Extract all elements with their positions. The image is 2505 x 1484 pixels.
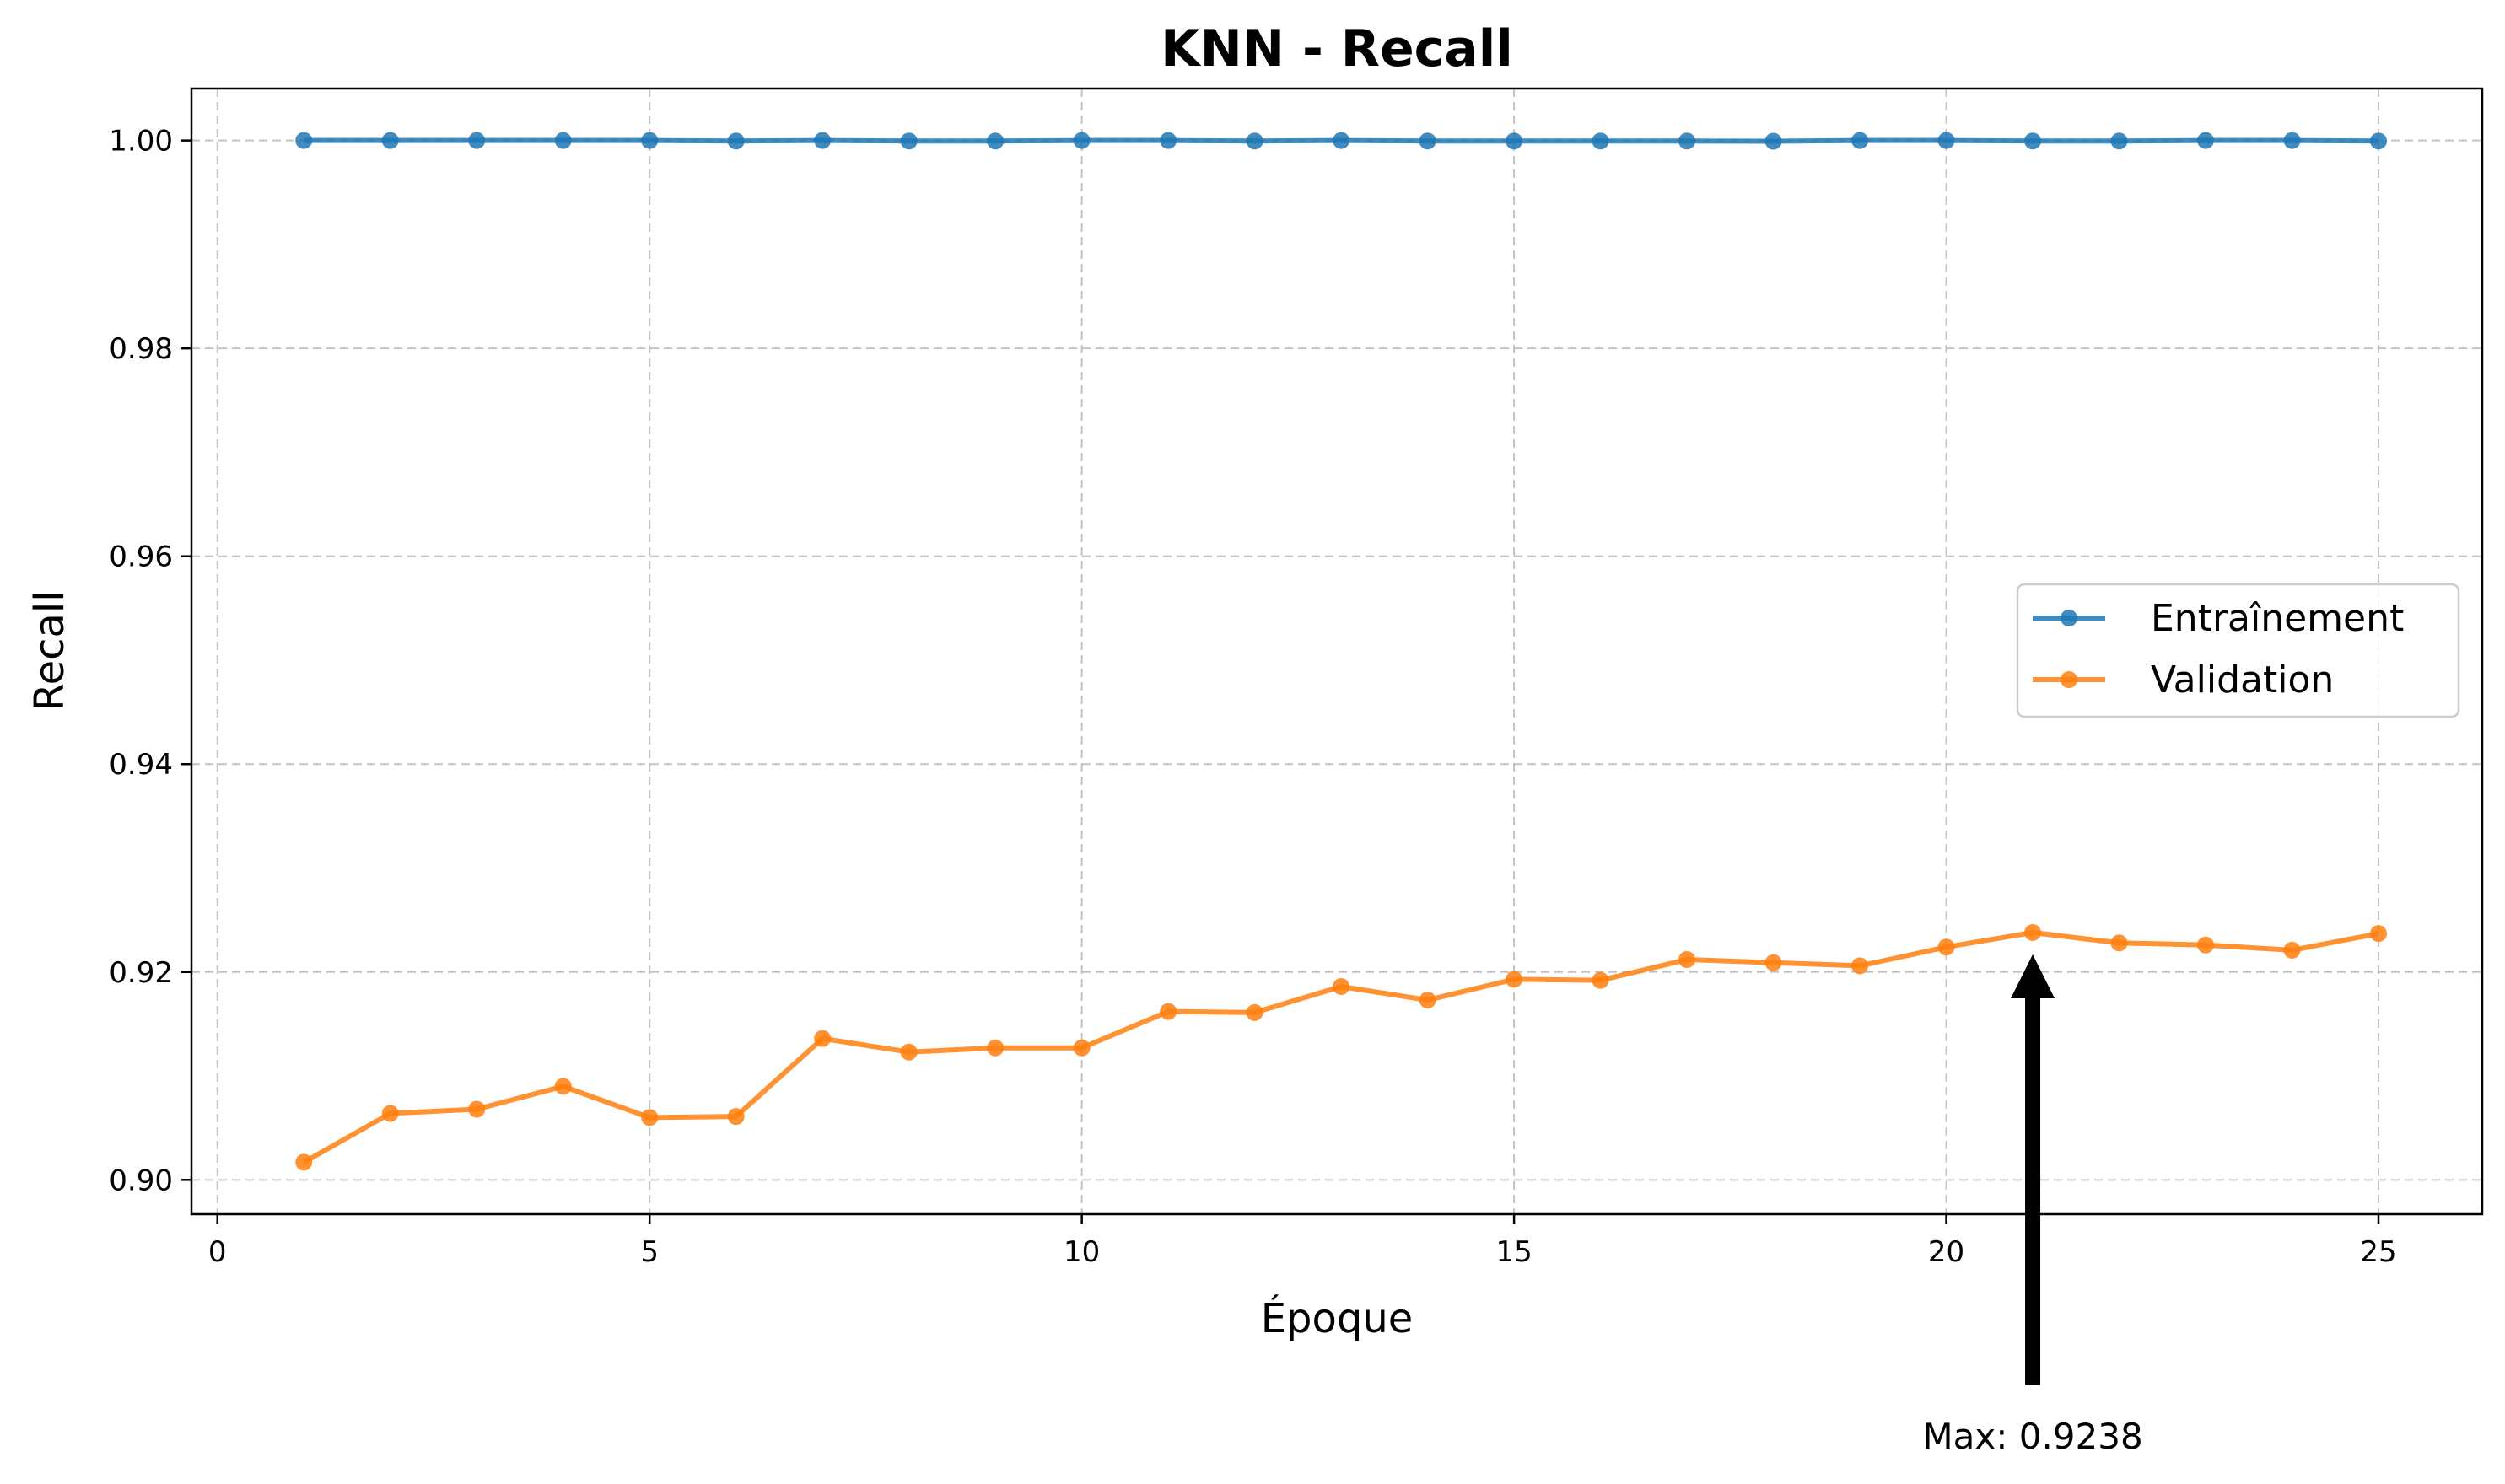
data-point [1506, 971, 1523, 988]
data-point [1678, 132, 1696, 150]
data-point [2370, 132, 2388, 150]
data-point [641, 1109, 659, 1126]
x-tick-label: 15 [1495, 1235, 1532, 1269]
max-annotation: Max: 0.9238 [1922, 954, 2143, 1457]
y-tick-label: 1.00 [109, 125, 173, 159]
data-point [1764, 954, 1782, 971]
y-tick-label: 0.94 [109, 748, 173, 782]
data-point [2024, 923, 2042, 941]
data-point [1678, 950, 1696, 968]
y-axis-ticks: 0.90 0.92 0.94 0.96 0.98 1.00 [109, 125, 191, 1197]
data-point [1073, 1039, 1091, 1057]
data-point [2370, 925, 2388, 943]
data-point [1246, 1003, 1263, 1021]
annotation-arrow-head [2011, 954, 2055, 998]
data-point [1937, 938, 1955, 956]
data-point [381, 1105, 399, 1122]
data-point [1160, 1003, 1177, 1020]
data-point [1333, 978, 1350, 996]
data-point [468, 1100, 486, 1118]
data-point [641, 132, 659, 149]
data-point [2110, 132, 2128, 150]
data-point [295, 1153, 313, 1171]
data-point [2110, 934, 2128, 952]
data-point [1419, 132, 1436, 150]
data-point [554, 1078, 572, 1095]
data-point [1419, 992, 1436, 1009]
y-tick-label: 0.96 [109, 540, 173, 574]
legend-label-validation: Validation [2151, 659, 2334, 702]
y-axis-label: Recall [26, 590, 73, 711]
data-point [1851, 957, 1869, 975]
data-point [2024, 132, 2042, 150]
data-point [1073, 132, 1091, 149]
data-point [2197, 132, 2215, 149]
legend-marker-entrainement [2061, 610, 2077, 626]
y-tick-label: 0.90 [109, 1164, 173, 1197]
data-point [1592, 971, 1609, 989]
data-point [2283, 941, 2301, 959]
data-point [554, 132, 572, 149]
data-point [727, 132, 745, 150]
legend-label-entrainement: Entraînement [2151, 597, 2404, 640]
legend-marker-validation [2061, 671, 2077, 688]
data-point [1592, 132, 1609, 150]
data-point [1851, 132, 1869, 149]
x-tick-label: 25 [2360, 1235, 2396, 1269]
data-point [1160, 132, 1177, 149]
legend-box [2016, 583, 2460, 718]
annotation-label: Max: 0.9238 [1922, 1416, 2142, 1457]
x-axis-label: Époque [1261, 1294, 1414, 1342]
x-tick-label: 10 [1064, 1235, 1100, 1269]
data-point [295, 132, 313, 149]
data-point [987, 132, 1005, 150]
data-point [900, 1043, 918, 1061]
data-point [2197, 936, 2215, 954]
data-point [1246, 132, 1263, 150]
data-point [1333, 132, 1350, 149]
series-1 [295, 923, 2388, 1171]
data-point [1506, 132, 1523, 150]
data-point [814, 1030, 832, 1047]
y-tick-label: 0.92 [109, 956, 173, 990]
data-point [468, 132, 486, 149]
data-point [2283, 132, 2301, 149]
x-axis-ticks: 0 5 10 15 20 25 [208, 1214, 2397, 1269]
data-point [1764, 132, 1782, 150]
data-point [727, 1108, 745, 1126]
plot-frame [190, 87, 2484, 1216]
x-tick-label: 5 [640, 1235, 659, 1269]
data-point [1937, 132, 1955, 149]
data-point [987, 1039, 1005, 1057]
chart-title: KNN - Recall [1161, 19, 1513, 78]
series-0 [295, 132, 2388, 150]
legend: Entraînement Validation [2016, 583, 2460, 718]
y-tick-label: 0.98 [109, 332, 173, 366]
x-tick-label: 20 [1928, 1235, 1964, 1269]
data-point [381, 132, 399, 149]
data-point [900, 132, 918, 150]
data-point [814, 132, 832, 149]
x-tick-label: 0 [208, 1235, 227, 1269]
series-layer [295, 132, 2388, 1171]
